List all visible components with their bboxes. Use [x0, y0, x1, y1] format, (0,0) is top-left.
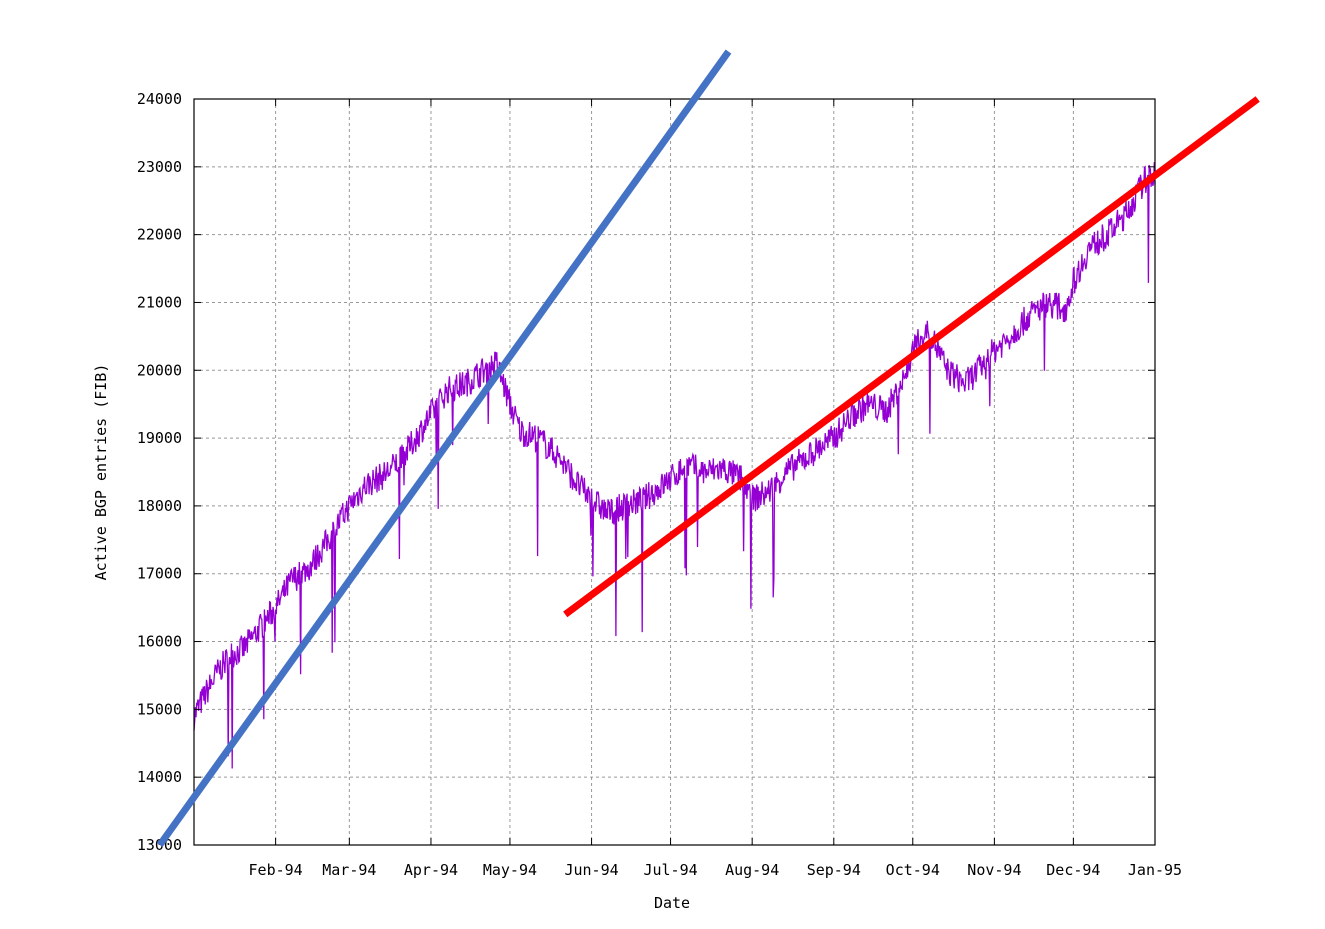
series-line-bgp [193, 162, 1156, 769]
y-axis-label: Active BGP entries (FIB) [92, 364, 110, 581]
x-tick-label: Apr-94 [404, 861, 458, 879]
y-axis-ticks: 13000 14000 15000 16000 17000 18000 19000 20000… [137, 90, 1155, 854]
y-tick-label: 23000 [137, 158, 182, 176]
x-tick-label: Nov-94 [967, 861, 1021, 879]
x-tick-label: Jul-94 [643, 861, 697, 879]
x-tick-label: Aug-94 [725, 861, 779, 879]
y-tick-label: 18000 [137, 497, 182, 515]
x-tick-label: Oct-94 [886, 861, 940, 879]
x-tick-label: Jan-95 [1128, 861, 1182, 879]
y-tick-label: 20000 [137, 361, 182, 379]
y-tick-label: 22000 [137, 226, 182, 244]
y-tick-label: 16000 [137, 633, 182, 651]
y-tick-label: 17000 [137, 565, 182, 583]
x-axis-ticks: Feb-94 Mar-94 Apr-94 May-94 Jun-94 Jul-94 Aug-… [249, 99, 1182, 879]
x-tick-label: May-94 [483, 861, 537, 879]
x-tick-label: Sep-94 [807, 861, 861, 879]
x-tick-label: Feb-94 [249, 861, 303, 879]
y-tick-label: 15000 [137, 700, 182, 718]
y-tick-label: 19000 [137, 429, 182, 447]
y-tick-label: 24000 [137, 90, 182, 108]
series-layer [193, 162, 1156, 769]
y-tick-label: 21000 [137, 293, 182, 311]
x-tick-label: Dec-94 [1046, 861, 1100, 879]
trend-line-red [563, 96, 1260, 618]
plot-frame [193, 98, 1156, 846]
x-tick-label: Jun-94 [564, 861, 618, 879]
trend-line-blue [156, 49, 732, 848]
x-tick-label: Mar-94 [322, 861, 376, 879]
y-tick-label: 14000 [137, 768, 182, 786]
x-axis-label: Date [654, 894, 690, 912]
grid [194, 99, 1155, 845]
trend-layer [156, 49, 1260, 848]
y-tick-label: 13000 [137, 836, 182, 854]
